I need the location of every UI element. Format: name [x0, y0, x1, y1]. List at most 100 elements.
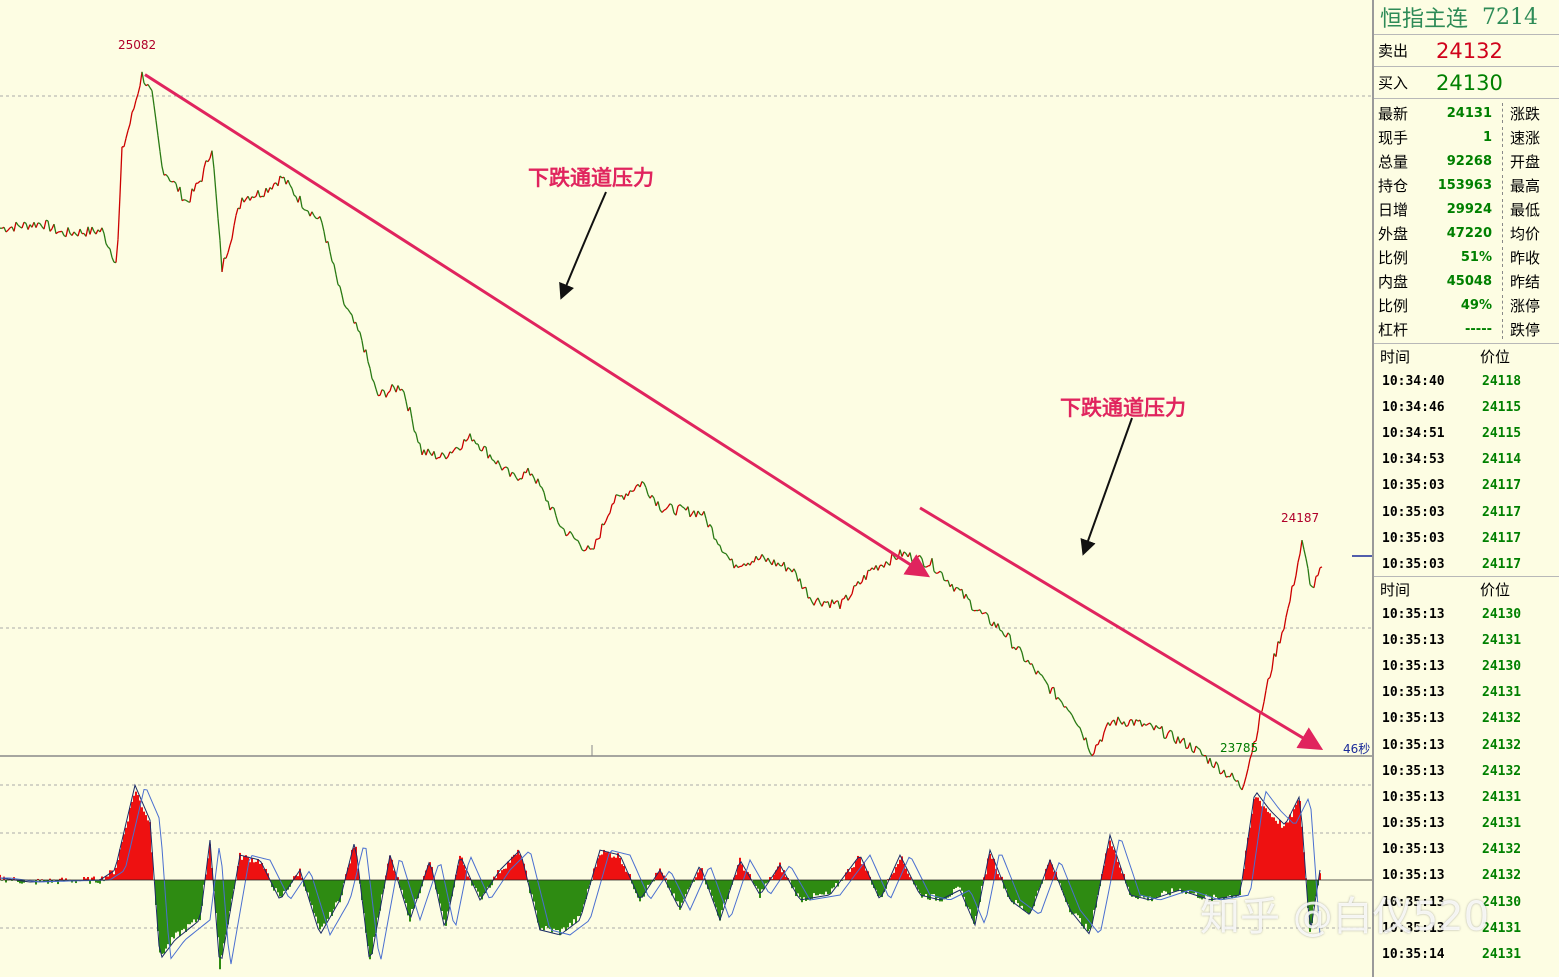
price-segment	[947, 580, 951, 587]
stat-row: 比例 49% 涨停	[1374, 293, 1559, 317]
price-segment	[47, 220, 51, 232]
price-segment	[717, 543, 721, 547]
price-segment	[137, 85, 141, 95]
tick-time: 10:35:14	[1382, 947, 1445, 963]
price-segment	[205, 160, 209, 163]
price-segment	[1171, 731, 1175, 741]
price-segment	[569, 530, 573, 535]
price-segment	[483, 445, 487, 448]
price-segment	[169, 180, 173, 183]
instrument-name: 恒指主连	[1380, 7, 1469, 32]
tick-list-1[interactable]: 时间 价位 10:34:40 24118 10:34:46 24115 10:34:51…	[1374, 344, 1559, 577]
price-segment	[675, 505, 679, 516]
price-segment	[107, 246, 111, 250]
chart-canvas[interactable]	[0, 0, 1372, 977]
price-segment	[153, 105, 157, 121]
price-segment	[227, 244, 231, 253]
price-segment	[139, 71, 143, 86]
price-segment	[681, 505, 685, 509]
price-segment	[753, 556, 757, 563]
price-segment	[793, 568, 797, 574]
price-segment	[957, 587, 961, 591]
price-segment	[883, 561, 887, 568]
price-segment	[397, 385, 401, 391]
price-segment	[1281, 628, 1285, 633]
price-segment	[537, 478, 541, 487]
intraday-chart[interactable]: 下跌通道压力 下跌通道压力 25082 23785 24187 46秒	[0, 0, 1372, 977]
price-segment	[577, 540, 581, 546]
price-segment	[15, 221, 19, 226]
price-segment	[105, 243, 109, 248]
price-segment	[1217, 764, 1221, 774]
price-segment	[371, 378, 375, 383]
price-segment	[473, 439, 477, 445]
price-segment	[127, 123, 131, 131]
tick-row: 10:35:03 24117	[1374, 499, 1559, 525]
tick-row: 10:35:03 24117	[1374, 551, 1559, 577]
sell-price: 24132	[1436, 38, 1503, 63]
low-price-label: 23785	[1220, 741, 1259, 755]
tick-price: 24114	[1482, 452, 1522, 468]
price-segment	[721, 551, 725, 554]
price-segment	[499, 465, 503, 471]
price-segment	[49, 228, 53, 232]
price-segment	[203, 160, 207, 169]
price-segment	[197, 180, 201, 184]
price-segment	[73, 231, 77, 235]
stat-divider	[1502, 295, 1504, 315]
price-segment	[71, 231, 75, 236]
price-segment	[143, 82, 147, 87]
buy-quote-row[interactable]: 买入 24130	[1374, 67, 1559, 99]
price-segment	[977, 609, 981, 612]
price-segment	[1293, 575, 1297, 586]
price-segment	[761, 554, 765, 558]
price-segment	[213, 168, 217, 194]
tick-price: 24131	[1482, 920, 1522, 936]
price-segment	[383, 390, 387, 398]
price-segment	[579, 544, 583, 551]
price-segment	[319, 216, 323, 223]
price-segment	[677, 504, 681, 507]
price-segment	[599, 523, 603, 539]
price-segment	[279, 175, 283, 179]
price-segment	[77, 228, 81, 237]
stat-row: 最新 24131 涨跌	[1374, 101, 1559, 125]
tick-price: 24131	[1482, 685, 1522, 701]
price-segment	[303, 208, 307, 211]
price-segment	[469, 433, 473, 442]
price-segment	[667, 503, 671, 508]
price-segment	[289, 184, 293, 189]
price-segment	[1265, 678, 1269, 691]
price-segment	[617, 494, 621, 497]
price-segment	[1091, 753, 1095, 757]
price-segment	[627, 490, 631, 497]
price-segment	[521, 471, 525, 480]
price-segment	[1081, 733, 1085, 741]
price-segment	[1097, 739, 1101, 746]
price-segment	[629, 490, 633, 492]
price-segment	[67, 227, 71, 234]
stat-label: 外盘	[1378, 224, 1409, 243]
price-segment	[181, 199, 185, 202]
price-segment	[1135, 719, 1139, 722]
price-segment	[845, 594, 849, 601]
price-segment	[731, 558, 735, 569]
price-segment	[689, 513, 693, 518]
price-segment	[305, 209, 309, 212]
price-segment	[1019, 647, 1023, 653]
price-segment	[163, 173, 167, 176]
price-segment	[361, 340, 365, 353]
instrument-title[interactable]: 恒指主连 7214	[1374, 0, 1559, 35]
price-segment	[401, 388, 405, 393]
price-segment	[159, 151, 163, 167]
tick-list-2[interactable]: 时间 价位 10:35:13 24130 10:35:13 24131 10:35:13…	[1374, 577, 1559, 968]
price-segment	[1231, 772, 1235, 780]
tick-price: 24132	[1482, 842, 1522, 858]
price-segment	[233, 215, 237, 226]
price-segment	[449, 451, 453, 454]
price-segment	[249, 196, 253, 201]
price-segment	[1225, 775, 1229, 778]
price-segment	[259, 195, 263, 198]
sell-quote-row[interactable]: 卖出 24132	[1374, 35, 1559, 67]
sell-label: 卖出	[1378, 42, 1409, 60]
